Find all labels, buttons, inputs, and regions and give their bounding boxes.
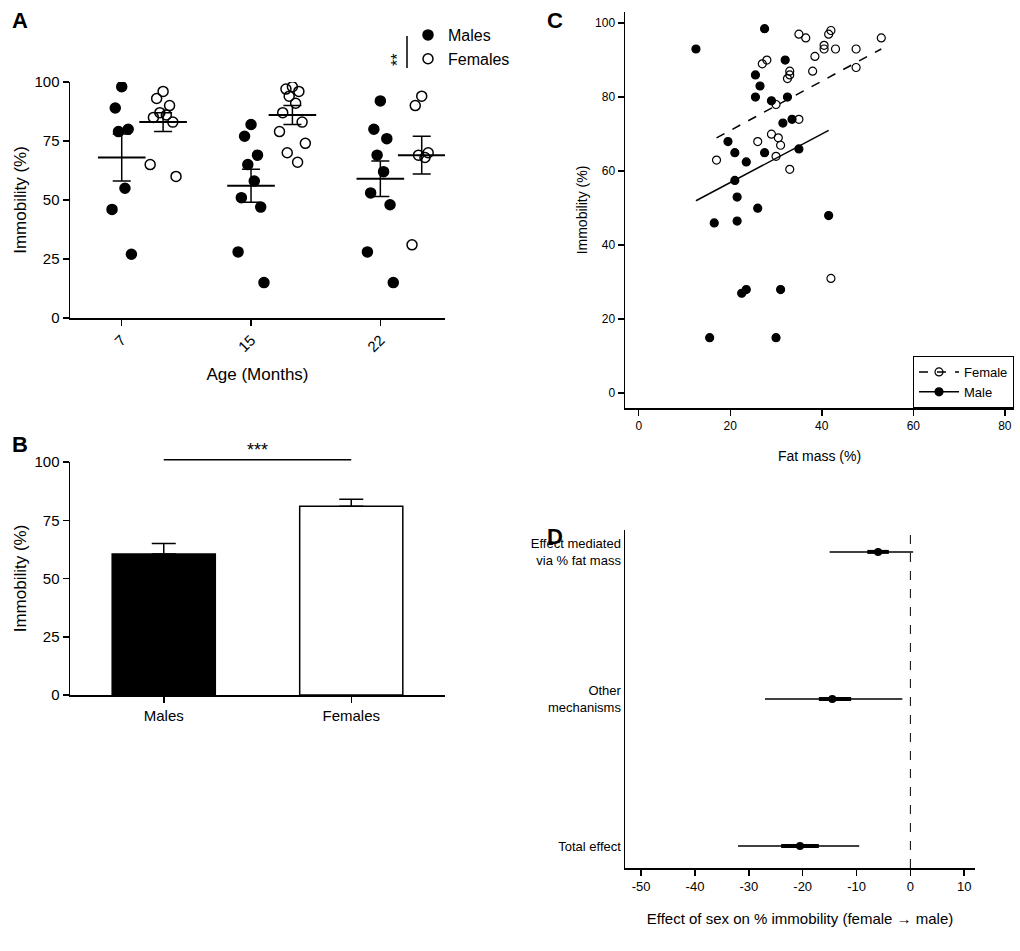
svg-text:50: 50 [43, 570, 60, 587]
svg-text:40: 40 [815, 419, 829, 433]
svg-text:60: 60 [602, 164, 616, 178]
svg-text:Female: Female [964, 365, 1007, 380]
svg-text:Male: Male [964, 385, 992, 400]
svg-text:B: B [12, 432, 28, 457]
svg-text:15: 15 [235, 331, 259, 355]
svg-text:0: 0 [51, 309, 59, 326]
svg-text:Females: Females [322, 707, 380, 724]
svg-text:-10: -10 [847, 879, 866, 894]
svg-text:Females: Females [448, 51, 509, 68]
svg-text:60: 60 [907, 419, 921, 433]
svg-text:Age (Months): Age (Months) [206, 365, 308, 384]
svg-text:A: A [12, 8, 28, 33]
svg-text:10: 10 [957, 879, 971, 894]
svg-text:100: 100 [34, 73, 59, 90]
svg-text:Immobility (%): Immobility (%) [11, 146, 30, 254]
svg-text:Effect mediatedvia % fat mass: Effect mediatedvia % fat mass [531, 536, 622, 568]
svg-text:0: 0 [635, 419, 642, 433]
svg-text:40: 40 [602, 238, 616, 252]
svg-text:Males: Males [144, 707, 184, 724]
svg-text:D: D [547, 524, 563, 549]
svg-text:0: 0 [51, 686, 59, 703]
svg-text:C: C [547, 8, 563, 33]
svg-text:-20: -20 [793, 879, 812, 894]
svg-text:25: 25 [43, 250, 60, 267]
svg-text:22: 22 [364, 331, 388, 355]
svg-text:100: 100 [595, 16, 615, 30]
svg-text:20: 20 [602, 312, 616, 326]
svg-text:20: 20 [724, 419, 738, 433]
svg-text:-30: -30 [739, 879, 758, 894]
svg-text:100: 100 [34, 453, 59, 470]
svg-text:***: *** [247, 440, 268, 460]
svg-text:7: 7 [111, 331, 129, 349]
svg-text:75: 75 [43, 512, 60, 529]
svg-text:80: 80 [998, 419, 1012, 433]
svg-text:Fat mass (%): Fat mass (%) [778, 448, 861, 464]
svg-text:**: ** [389, 54, 406, 66]
svg-text:80: 80 [602, 90, 616, 104]
svg-text:Effect of sex on % immobility: Effect of sex on % immobility (female → … [647, 910, 954, 927]
svg-text:-40: -40 [686, 879, 705, 894]
svg-text:Immobility (%): Immobility (%) [11, 525, 30, 633]
svg-text:0: 0 [608, 386, 615, 400]
svg-text:75: 75 [43, 132, 60, 149]
svg-text:Males: Males [448, 27, 491, 44]
svg-text:0: 0 [907, 879, 914, 894]
svg-text:Total effect: Total effect [558, 839, 621, 854]
svg-text:-50: -50 [632, 879, 651, 894]
svg-text:Immobility (%): Immobility (%) [574, 166, 590, 255]
svg-text:25: 25 [43, 628, 60, 645]
svg-text:50: 50 [43, 191, 60, 208]
svg-text:Othermechanisms: Othermechanisms [548, 683, 622, 715]
